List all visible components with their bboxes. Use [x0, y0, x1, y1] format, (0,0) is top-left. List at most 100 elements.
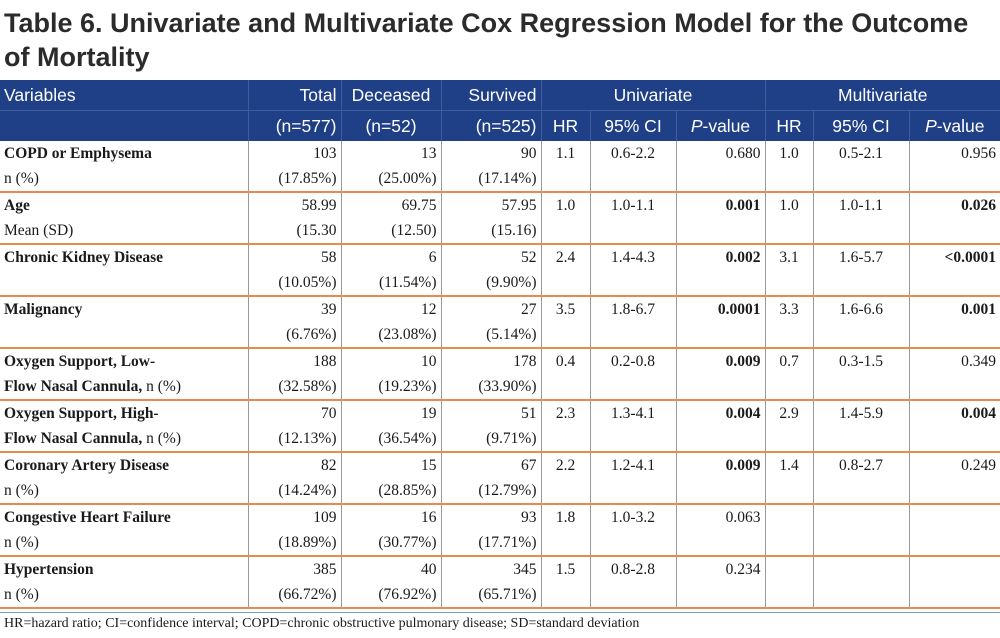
table-row: Oxygen Support, Low- 188 10 178 0.4 0.2-0.8 0.…	[0, 347, 1000, 374]
header-univariate-hr: HR	[540, 110, 590, 141]
multivariate-ci: 1.6-5.7	[812, 243, 909, 270]
table-bottom-rule	[0, 612, 1000, 613]
header-variables-blank	[0, 110, 248, 141]
univariate-ci: 1.0-3.2	[589, 503, 676, 530]
variable-subline: Flow Nasal Cannula, n (%)	[0, 426, 248, 452]
empty-cell	[908, 322, 1000, 348]
survived-percent: (15.16)	[440, 218, 541, 244]
survived-count: 93	[440, 503, 541, 530]
empty-cell	[812, 218, 909, 244]
empty-cell	[589, 270, 676, 296]
empty-cell	[675, 270, 765, 296]
univariate-ci: 1.8-6.7	[589, 295, 676, 322]
survived-count: 345	[440, 555, 541, 582]
empty-cell	[908, 270, 1000, 296]
multivariate-pvalue	[908, 503, 1000, 530]
univariate-hr: 2.3	[540, 399, 590, 426]
empty-cell	[675, 478, 765, 504]
survived-count: 57.95	[440, 191, 541, 218]
survived-count: 51	[440, 399, 541, 426]
pvalue-italic: P	[925, 115, 937, 136]
univariate-ci: 0.6-2.2	[589, 141, 676, 166]
multivariate-hr: 0.7	[764, 347, 813, 374]
univariate-hr: 2.2	[540, 451, 590, 478]
deceased-count: 15	[340, 451, 441, 478]
multivariate-pvalue: 0.004	[908, 399, 1000, 426]
deceased-percent: (12.50)	[340, 218, 441, 244]
header-univariate-pvalue: P-value	[675, 110, 765, 141]
multivariate-ci: 1.6-6.6	[812, 295, 909, 322]
variable-subline-suffix: n (%)	[142, 377, 181, 395]
deceased-count: 10	[340, 347, 441, 374]
variable-name: Hypertension	[0, 555, 248, 582]
table-row: COPD or Emphysema 103 13 90 1.1 0.6-2.2 0.680 1…	[0, 141, 1000, 166]
empty-cell	[812, 322, 909, 348]
survived-percent: (17.14%)	[440, 166, 541, 192]
table-row: Oxygen Support, High- 70 19 51 2.3 1.3-4.1 0.0…	[0, 399, 1000, 426]
multivariate-ci	[812, 503, 909, 530]
total-percent: (17.85%)	[247, 166, 341, 192]
empty-cell	[675, 322, 765, 348]
empty-cell	[908, 582, 1000, 609]
univariate-hr: 1.5	[540, 555, 590, 582]
multivariate-hr: 1.0	[764, 141, 813, 166]
multivariate-hr: 1.4	[764, 451, 813, 478]
table-row-subline: n (%) (17.85%) (25.00%) (17.14%)	[0, 166, 1000, 192]
variable-subline-text: Flow Nasal Cannula,	[4, 377, 143, 395]
empty-cell	[908, 478, 1000, 504]
empty-cell	[908, 530, 1000, 556]
table-row: Chronic Kidney Disease 58 6 52 2.4 1.4-4.3 0.0…	[0, 243, 1000, 270]
empty-cell	[812, 374, 909, 400]
univariate-pvalue: 0.680	[675, 141, 765, 166]
table-row: Coronary Artery Disease 82 15 67 2.2 1.2-4.1 0…	[0, 451, 1000, 478]
table-row-subline: n (%) (14.24%) (28.85%) (12.79%)	[0, 478, 1000, 504]
table-row: Age 58.99 69.75 57.95 1.0 1.0-1.1 0.001 1.0 1.0-…	[0, 191, 1000, 218]
deceased-count: 69.75	[340, 191, 441, 218]
variable-subline: n (%)	[0, 582, 248, 609]
empty-cell	[540, 582, 590, 609]
empty-cell	[764, 530, 813, 556]
variable-subline: n (%)	[0, 530, 248, 556]
empty-cell	[589, 166, 676, 192]
deceased-percent: (30.77%)	[340, 530, 441, 556]
empty-cell	[764, 218, 813, 244]
variable-name: Congestive Heart Failure	[0, 503, 248, 530]
header-multivariate-hr: HR	[764, 110, 813, 141]
survived-percent: (65.71%)	[440, 582, 541, 609]
empty-cell	[540, 270, 590, 296]
table-row: Congestive Heart Failure 109 16 93 1.8 1.0-3.…	[0, 503, 1000, 530]
header-total-n: (n=577)	[247, 110, 341, 141]
multivariate-pvalue: 0.001	[908, 295, 1000, 322]
empty-cell	[812, 478, 909, 504]
header-deceased: Deceased	[340, 80, 441, 111]
multivariate-hr: 3.3	[764, 295, 813, 322]
empty-cell	[908, 166, 1000, 192]
empty-cell	[589, 426, 676, 452]
empty-cell	[589, 478, 676, 504]
empty-cell	[540, 530, 590, 556]
empty-cell	[764, 270, 813, 296]
total-count: 109	[247, 503, 341, 530]
table-row-subline: Flow Nasal Cannula, n (%) (12.13%) (36.54%…	[0, 426, 1000, 452]
cox-regression-table: Variables Total Deceased Survived Univar…	[0, 80, 1000, 609]
table-body: COPD or Emphysema 103 13 90 1.1 0.6-2.2 0.680 1…	[0, 141, 1000, 609]
total-percent: (18.89%)	[247, 530, 341, 556]
univariate-pvalue: 0.0001	[675, 295, 765, 322]
survived-percent: (9.90%)	[440, 270, 541, 296]
empty-cell	[675, 582, 765, 609]
survived-count: 90	[440, 141, 541, 166]
survived-percent: (12.79%)	[440, 478, 541, 504]
table-row: Malignancy 39 12 27 3.5 1.8-6.7 0.0001 3.3 1.6-6…	[0, 295, 1000, 322]
empty-cell	[540, 426, 590, 452]
univariate-pvalue: 0.063	[675, 503, 765, 530]
multivariate-pvalue: 0.249	[908, 451, 1000, 478]
survived-percent: (33.90%)	[440, 374, 541, 400]
header-total: Total	[247, 80, 341, 111]
univariate-ci: 1.0-1.1	[589, 191, 676, 218]
variable-subline: n (%)	[0, 166, 248, 192]
deceased-percent: (28.85%)	[340, 478, 441, 504]
variable-subline: n (%)	[0, 478, 248, 504]
multivariate-pvalue: 0.026	[908, 191, 1000, 218]
multivariate-hr	[764, 555, 813, 582]
variable-subline	[0, 322, 248, 348]
